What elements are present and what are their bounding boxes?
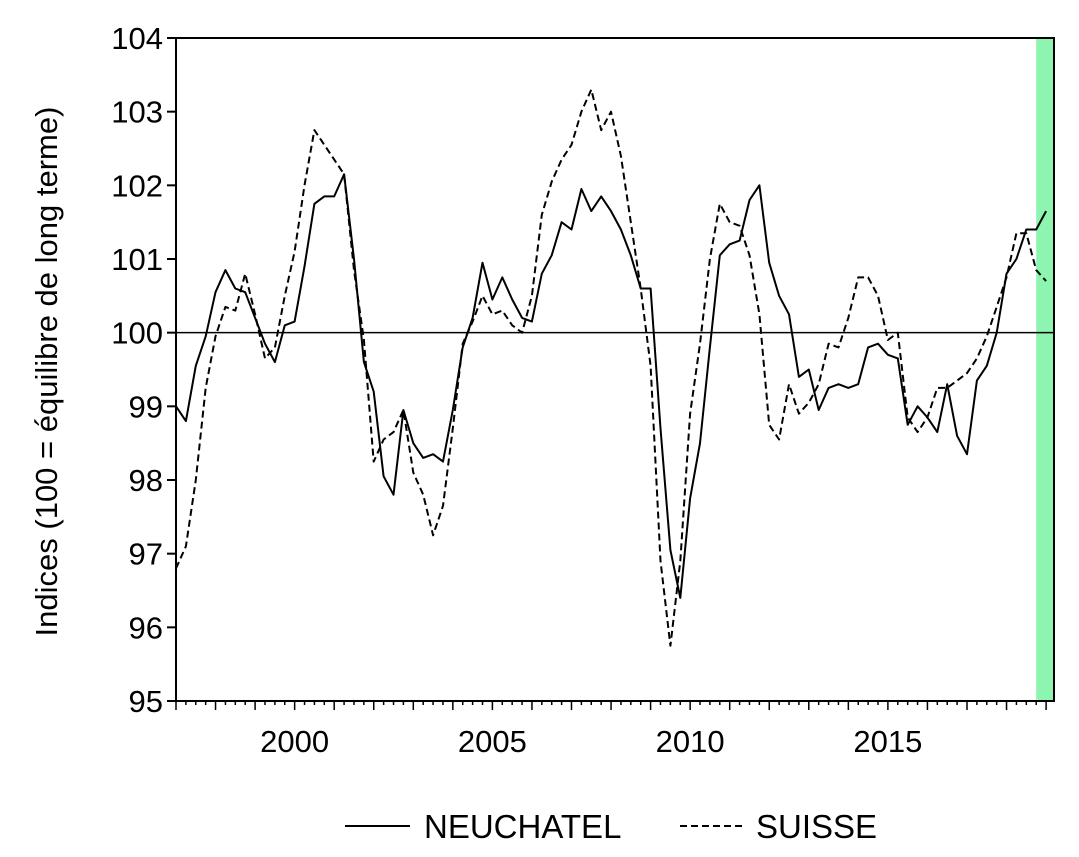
series-line-neuchatel [175, 173, 1047, 599]
y-axis-title: Indices (100 = équilibre de long terme) [29, 107, 64, 637]
y-tick-label: 100 [111, 316, 163, 351]
y-tick-label: 97 [129, 537, 163, 572]
legend-label-neuchatel: NEUCHATEL [424, 808, 621, 845]
y-tick-label: 95 [129, 684, 163, 719]
y-axis: 95 96 97 98 99 100 101 102 103 104 [111, 21, 176, 719]
x-tick-label: 2015 [853, 724, 922, 759]
y-tick-label: 98 [129, 463, 163, 498]
y-tick-label: 104 [111, 21, 163, 56]
y-tick-label: 102 [111, 168, 163, 203]
x-tick-label: 2000 [260, 724, 329, 759]
x-tick-label: 2005 [458, 724, 527, 759]
series-line-suisse [175, 88, 1047, 647]
y-tick-label: 99 [129, 389, 163, 424]
x-tick-label: 2010 [656, 724, 725, 759]
x-axis: 2000 2005 2010 2015 [175, 701, 1047, 759]
plot-frame [175, 37, 1055, 702]
y-tick-label: 96 [129, 610, 163, 645]
forecast-highlight-band [1036, 38, 1054, 701]
y-tick-label: 101 [111, 242, 163, 277]
series-layer [175, 88, 1047, 647]
plot-area [175, 37, 1055, 702]
legend-label-suisse: SUISSE [756, 808, 877, 845]
legend: NEUCHATEL SUISSE [345, 808, 877, 845]
y-tick-label: 103 [111, 95, 163, 130]
